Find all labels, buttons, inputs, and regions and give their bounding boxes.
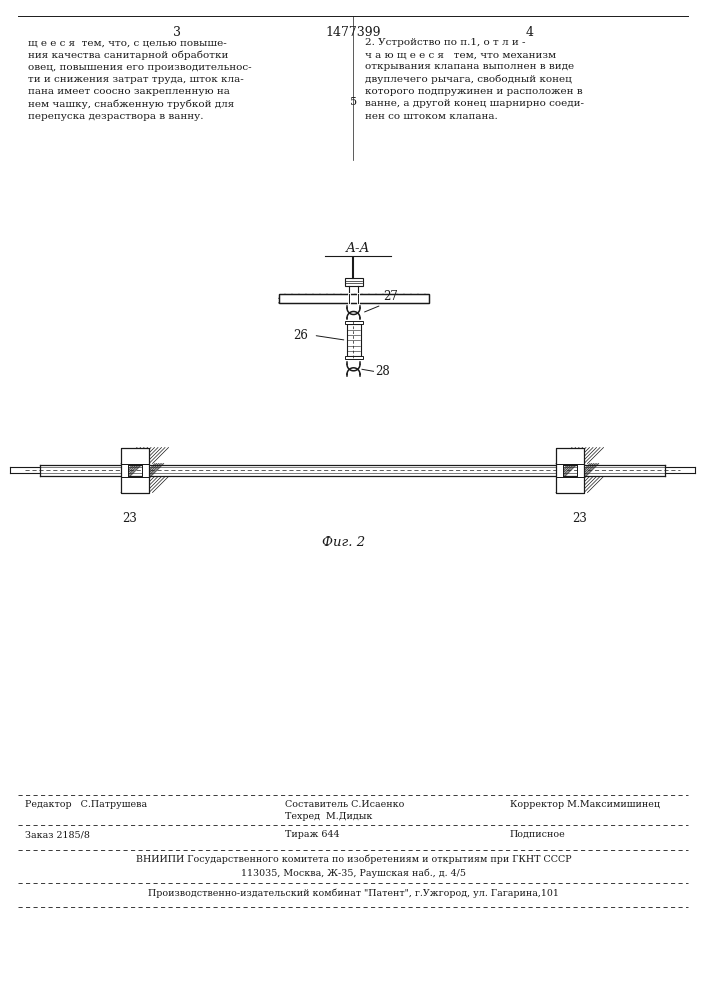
Bar	[556, 477, 584, 493]
Bar	[556, 448, 584, 492]
Text: Техред  М.Дидык: Техред М.Дидык	[285, 812, 373, 821]
Text: 27: 27	[383, 290, 398, 303]
Text: Тираж 644: Тираж 644	[285, 830, 339, 839]
Bar	[556, 448, 584, 464]
Text: Составитель С.Исаенко: Составитель С.Исаенко	[285, 800, 404, 809]
Bar	[279, 294, 428, 303]
Text: 4: 4	[526, 26, 534, 39]
Bar	[121, 464, 128, 477]
Bar	[577, 464, 584, 477]
Bar	[121, 448, 149, 464]
Bar	[121, 477, 149, 493]
Text: ВНИИПИ Государственного комитета по изобретениям и открытиям при ГКНТ СССР: ВНИИПИ Государственного комитета по изоб…	[136, 855, 571, 864]
Text: 3: 3	[173, 26, 181, 39]
Text: 1477399: 1477399	[326, 26, 381, 39]
Bar	[121, 448, 149, 492]
Text: 28: 28	[375, 365, 390, 378]
Bar	[279, 294, 428, 303]
Bar	[344, 278, 363, 286]
Text: Фиг. 2: Фиг. 2	[322, 536, 365, 548]
Text: 23: 23	[573, 512, 588, 525]
Text: Редактор   С.Патрушева: Редактор С.Патрушева	[25, 800, 147, 809]
Bar	[346, 324, 361, 356]
Bar	[344, 321, 363, 324]
Bar	[142, 464, 149, 477]
Text: 5: 5	[350, 97, 357, 107]
Bar	[344, 356, 363, 359]
Text: Производственно-издательский комбинат "Патент", г.Ужгород, ул. Гагарина,101: Производственно-издательский комбинат "П…	[148, 889, 559, 898]
Text: Заказ 2185/8: Заказ 2185/8	[25, 830, 90, 839]
Bar	[556, 448, 584, 464]
Bar	[121, 477, 149, 493]
Text: 26: 26	[293, 329, 308, 342]
Bar	[556, 464, 563, 477]
Text: 23: 23	[122, 512, 137, 525]
Text: 2. Устройство по п.1, о т л и -
ч а ю щ е е с я   тем, что механизм
открывания к: 2. Устройство по п.1, о т л и - ч а ю щ …	[365, 38, 584, 121]
Bar	[142, 464, 149, 477]
Bar	[121, 464, 128, 477]
Bar	[556, 477, 584, 493]
Bar	[556, 464, 563, 477]
Text: щ е е с я  тем, что, с целью повыше-
ния качества санитарной обработки
овец, пов: щ е е с я тем, что, с целью повыше- ния …	[28, 38, 252, 121]
Text: Подписное: Подписное	[510, 830, 566, 839]
Text: Корректор М.Максимишинец: Корректор М.Максимишинец	[510, 800, 660, 809]
Bar	[577, 464, 584, 477]
Text: А-А: А-А	[346, 241, 370, 254]
Text: 113035, Москва, Ж-35, Раушская наб., д. 4/5: 113035, Москва, Ж-35, Раушская наб., д. …	[241, 869, 466, 879]
Bar	[121, 448, 149, 464]
